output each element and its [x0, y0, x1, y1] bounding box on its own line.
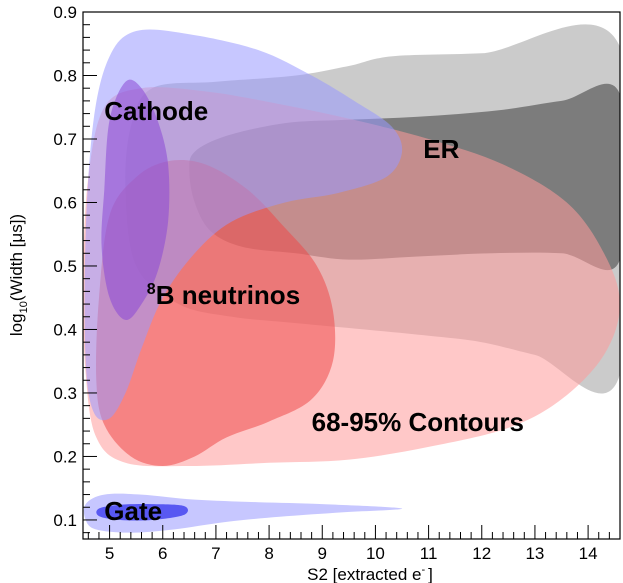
y-axis-title-suffix: (Width [μs])	[7, 214, 26, 301]
x-axis-title: S2 [extracted e-]	[307, 564, 433, 583]
x-tick-label: 7	[211, 544, 220, 563]
label-er: ER	[423, 134, 459, 164]
x-tick-label: 5	[105, 544, 114, 563]
x-tick-label: 9	[318, 544, 327, 563]
axes: 5 6 7 8 9 10 11 12 13 14 0.1 0.2 0.3 0.4 0.5 0.6 0.7 0.8 0…	[53, 3, 621, 563]
x-axis-title-close: ]	[428, 565, 433, 583]
x-axis-title-text: S2 [extracted e	[307, 565, 421, 583]
contour-regions	[83, 24, 620, 533]
y-tick-label: 0.3	[53, 384, 77, 403]
cathode-contour-95	[84, 29, 403, 421]
label-cathode: Cathode	[104, 96, 208, 126]
plot-frame	[82, 11, 621, 540]
gate-contour-95	[83, 493, 403, 533]
label-main-text: B neutrinos	[156, 280, 300, 310]
label-68-95-contours: 68-95% Contours	[312, 407, 524, 437]
label-gate: Gate	[104, 496, 162, 526]
x-tick-label: 12	[472, 544, 491, 563]
y-tick-label: 0.7	[53, 130, 77, 149]
x-tick-label: 14	[579, 544, 598, 563]
region-labels: Cathode ER 8B neutrinos 68-95% Contours Gate	[104, 96, 524, 526]
x-tick-label: 6	[158, 544, 167, 563]
label-superscript: 8	[147, 281, 156, 298]
y-tick-label: 0.2	[53, 447, 77, 466]
y-tick-label: 0.8	[53, 66, 77, 85]
y-axis-title-prefix: log	[7, 313, 26, 336]
y-tick-label: 0.6	[53, 193, 77, 212]
y-tick-label: 0.1	[53, 511, 77, 530]
x-axis-title-superscript: -	[421, 564, 425, 576]
x-tick-label: 8	[264, 544, 273, 563]
x-tick-label: 10	[366, 544, 385, 563]
y-tick-label: 0.9	[53, 3, 77, 22]
y-axis-title-subscript: 10	[18, 301, 30, 313]
x-tick-label: 11	[420, 544, 438, 563]
cathode-contour-68	[101, 79, 170, 320]
y-axis-title: log10(Width [μs])	[7, 214, 30, 336]
y-tick-label: 0.4	[53, 320, 77, 339]
y-tick-label: 0.5	[53, 257, 77, 276]
gate-contour-68	[96, 504, 188, 521]
label-b-neutrinos: 8B neutrinos	[147, 280, 300, 310]
x-tick-label: 13	[525, 544, 544, 563]
